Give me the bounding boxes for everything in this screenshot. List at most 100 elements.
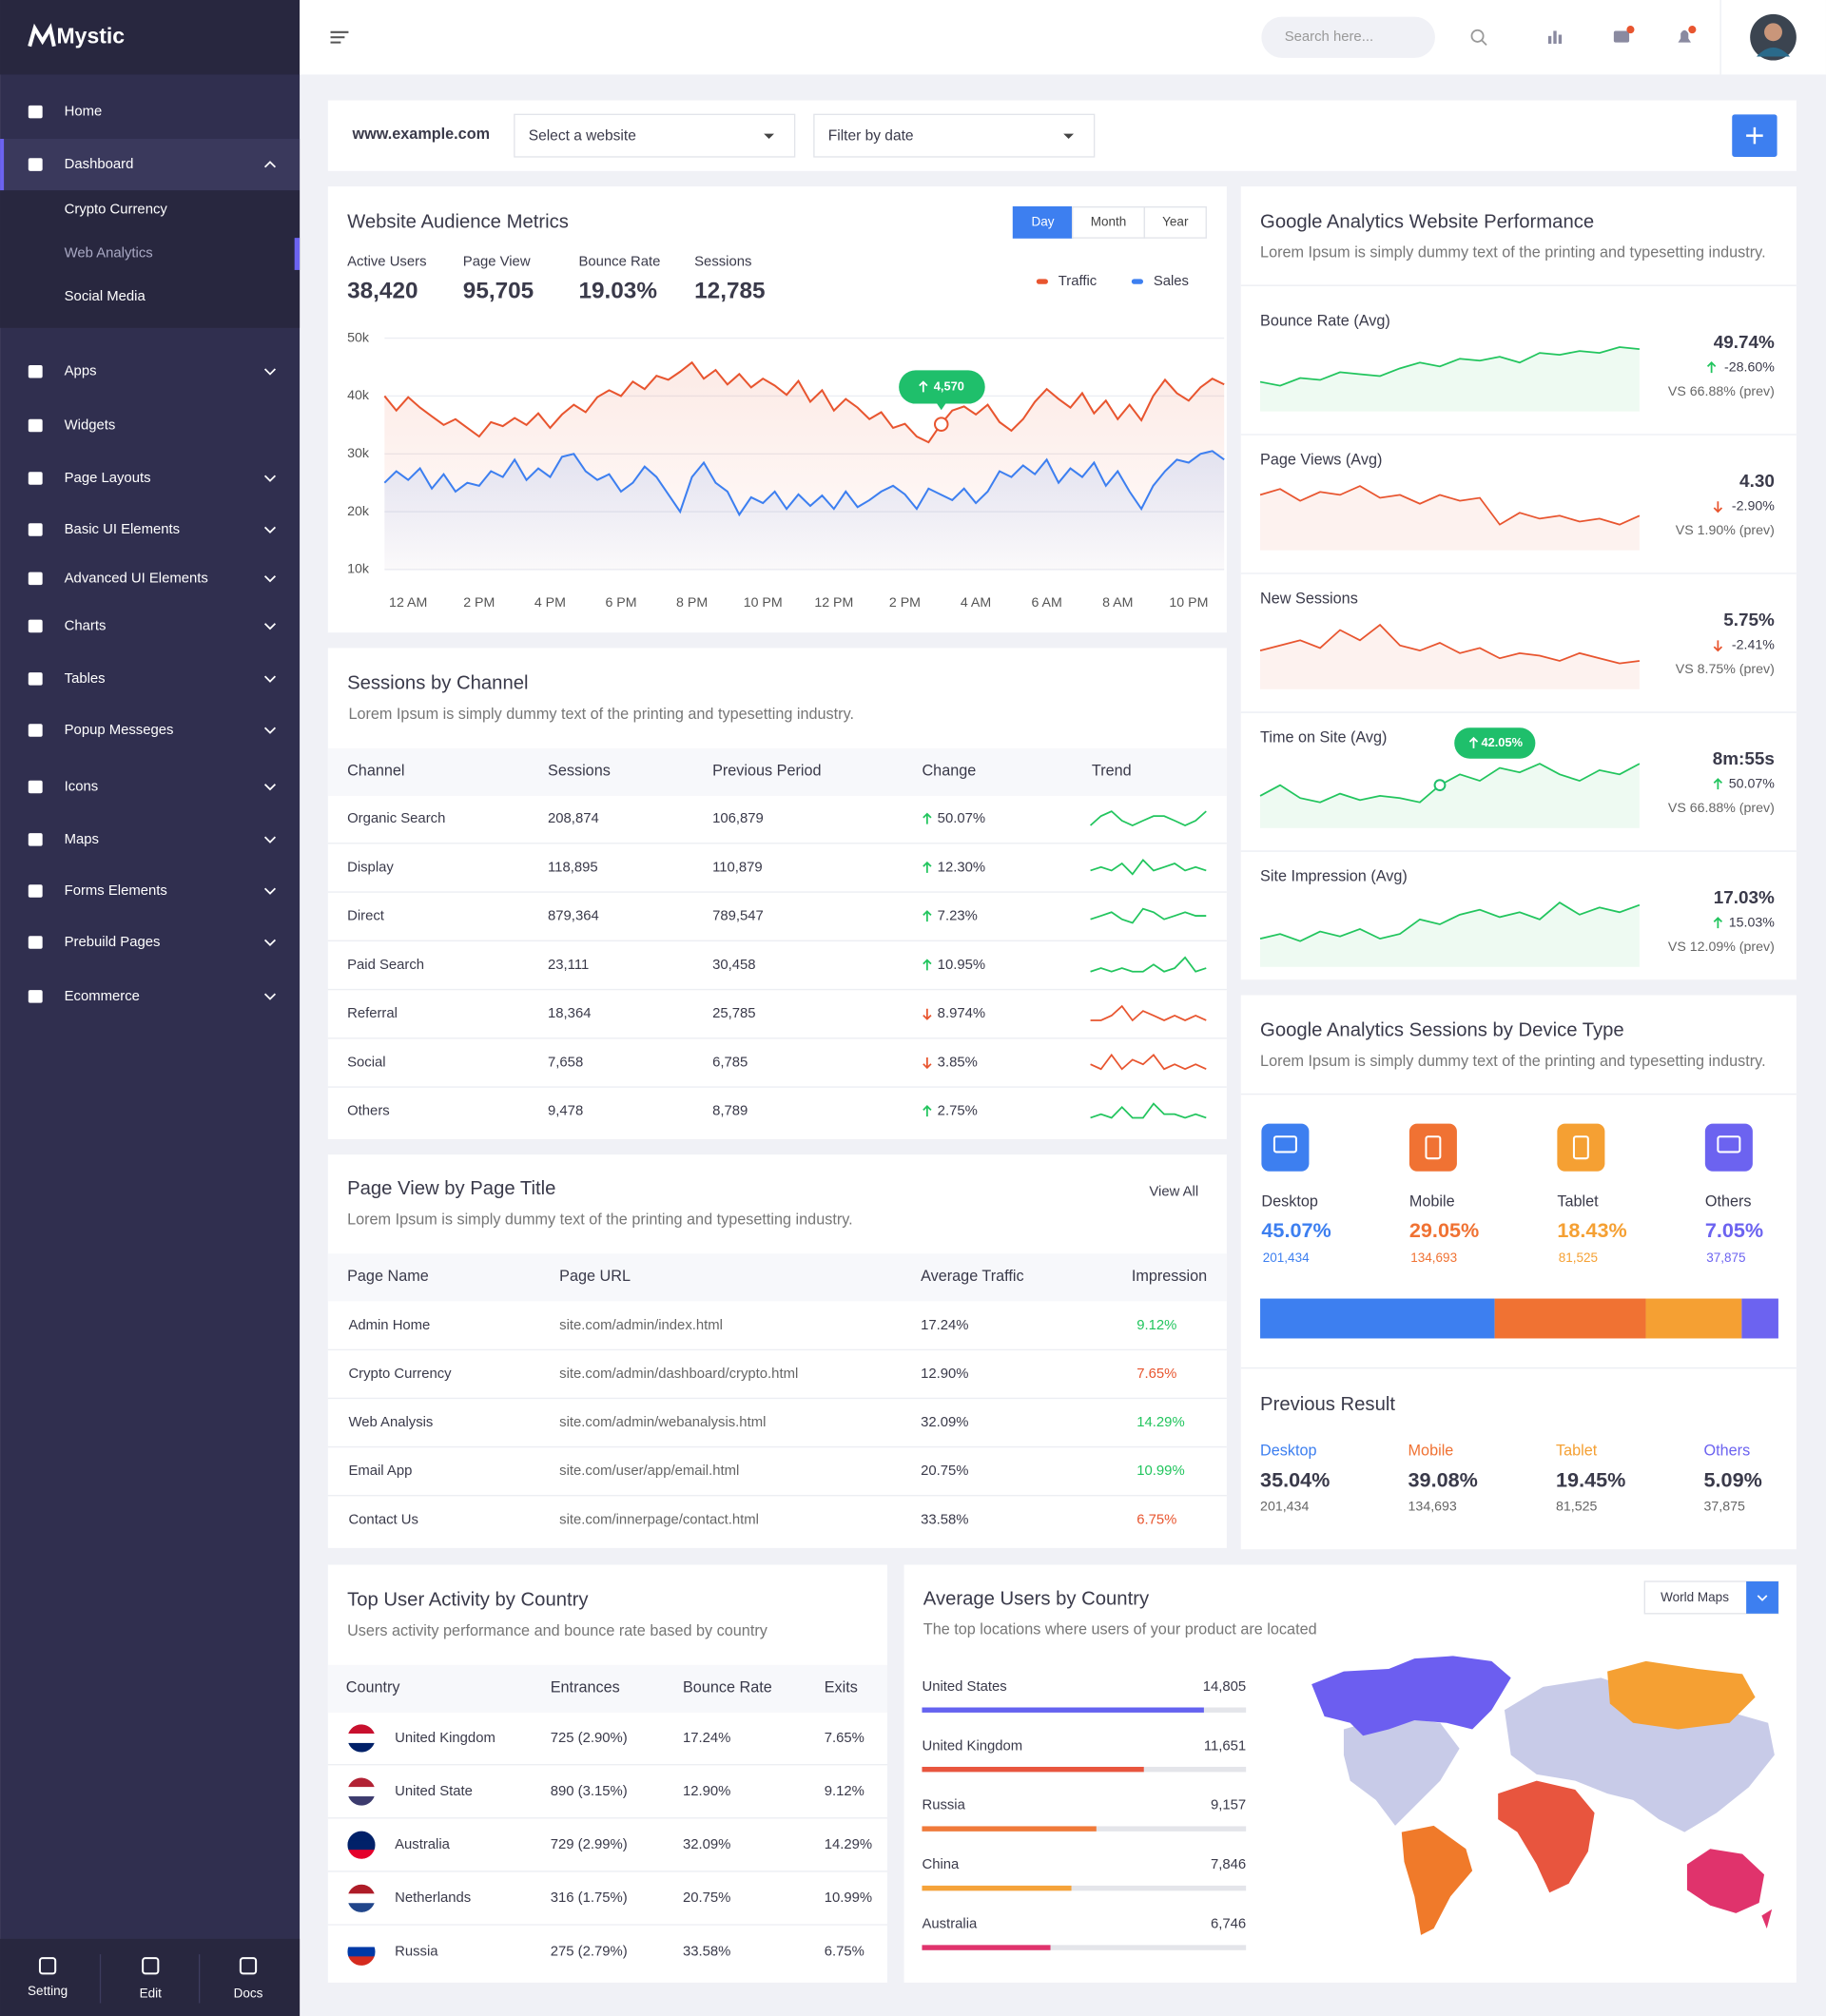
annotation-label: 42.05% bbox=[1481, 735, 1523, 749]
bar-segment bbox=[1260, 1298, 1495, 1339]
chevron bbox=[263, 526, 277, 533]
table-cell: 8.974% bbox=[938, 1006, 985, 1021]
submenu-item[interactable]: Web Analytics bbox=[65, 245, 153, 261]
range-label[interactable]: Day bbox=[1032, 214, 1055, 228]
table-cell: 789,547 bbox=[712, 909, 764, 924]
card-title: Top User Activity by Country bbox=[347, 1590, 589, 1611]
menu-item[interactable]: Basic UI Elements bbox=[65, 522, 180, 537]
avatar-face bbox=[1764, 23, 1782, 42]
menu-item[interactable]: Tables bbox=[65, 671, 106, 687]
menu-icon bbox=[28, 572, 43, 586]
result-name: Tablet bbox=[1556, 1443, 1598, 1460]
table-cell: 10.95% bbox=[938, 958, 985, 973]
submenu-item[interactable]: Social Media bbox=[65, 289, 146, 304]
table-cell: Paid Search bbox=[347, 958, 424, 973]
submenu-item[interactable]: Crypto Currency bbox=[65, 202, 168, 217]
chevron bbox=[1757, 1595, 1768, 1601]
country-value: 6,746 bbox=[1211, 1917, 1246, 1932]
search-box[interactable] bbox=[1261, 16, 1435, 58]
flag-stripe bbox=[347, 1777, 376, 1788]
column-header: Page URL bbox=[559, 1268, 631, 1285]
range-label[interactable]: Month bbox=[1091, 214, 1127, 228]
select[interactable] bbox=[813, 113, 1096, 158]
chevron bbox=[263, 368, 277, 376]
menu-item[interactable]: Maps bbox=[65, 832, 99, 847]
line bbox=[383, 450, 1225, 517]
range-label[interactable]: Year bbox=[1162, 214, 1189, 228]
menu-item[interactable]: Apps bbox=[65, 364, 97, 379]
range-button[interactable] bbox=[1012, 206, 1074, 239]
table-cell: Direct bbox=[347, 909, 385, 924]
sidebar bbox=[0, 0, 301, 2016]
device-percent: 7.05% bbox=[1705, 1218, 1763, 1242]
card-subtitle: Lorem Ipsum is simply dummy text of the … bbox=[1260, 244, 1766, 262]
table-cell: Organic Search bbox=[347, 811, 445, 826]
table-cell: 316 (1.75%) bbox=[551, 1890, 628, 1906]
menu-item[interactable]: Forms Elements bbox=[65, 883, 167, 899]
stats-icon[interactable] bbox=[1547, 30, 1563, 44]
metric-prev: VS 1.90% (prev) bbox=[1676, 523, 1775, 538]
mail-icon[interactable] bbox=[1613, 30, 1630, 43]
table-cell: 3.85% bbox=[938, 1055, 978, 1070]
x-tick-label: 6 PM bbox=[605, 595, 636, 611]
range-button[interactable] bbox=[1143, 206, 1207, 239]
caret bbox=[1063, 133, 1075, 140]
menu-icon bbox=[28, 936, 43, 949]
column-header: Bounce Rate bbox=[683, 1679, 772, 1696]
table-cell: Crypto Currency bbox=[348, 1367, 452, 1382]
sparkline bbox=[1090, 1053, 1207, 1071]
menu-icon bbox=[28, 619, 43, 633]
legend-swatch bbox=[1131, 279, 1144, 284]
metric-label: Bounce Rate (Avg) bbox=[1260, 312, 1390, 329]
footer-item[interactable]: Edit bbox=[140, 1987, 163, 2001]
table-cell: 23,111 bbox=[548, 958, 589, 973]
table-cell: 7.65% bbox=[825, 1731, 864, 1746]
flag-border bbox=[346, 1723, 377, 1754]
bar bbox=[922, 1885, 1072, 1891]
metric-change: -28.60% bbox=[1724, 359, 1775, 375]
flag-stripe bbox=[347, 1850, 376, 1860]
flag-stripe bbox=[347, 1787, 376, 1797]
menu-item[interactable]: Page Layouts bbox=[65, 471, 151, 486]
menu-icon bbox=[28, 158, 43, 171]
select-label: Filter by date bbox=[828, 127, 914, 144]
flag-stripe bbox=[347, 1884, 376, 1894]
site-name: www.example.com bbox=[352, 126, 491, 143]
sparkline bbox=[1090, 859, 1207, 876]
footer-item[interactable]: Docs bbox=[234, 1987, 263, 2001]
arrow-up bbox=[923, 812, 932, 824]
menu-item[interactable]: Prebuild Pages bbox=[65, 935, 161, 950]
arrow-down bbox=[923, 1008, 932, 1020]
submenu-area bbox=[0, 190, 301, 328]
arrow-up bbox=[923, 959, 932, 971]
bell-icon[interactable] bbox=[1678, 29, 1691, 43]
result-name: Mobile bbox=[1408, 1443, 1454, 1460]
flag-border bbox=[346, 1884, 377, 1913]
table-header bbox=[327, 747, 1227, 796]
menu-item[interactable]: Dashboard bbox=[65, 157, 134, 172]
metric-label: Page View bbox=[463, 255, 531, 270]
menu-item[interactable]: Icons bbox=[65, 779, 99, 794]
range-button[interactable] bbox=[1071, 206, 1146, 239]
table-cell: 275 (2.79%) bbox=[551, 1944, 628, 1959]
menu-item[interactable]: Popup Messeges bbox=[65, 723, 174, 738]
menu-item[interactable]: Ecommerce bbox=[65, 989, 140, 1004]
arrow-up bbox=[923, 910, 932, 922]
y-tick-label: 10k bbox=[347, 562, 370, 577]
view-all[interactable]: View All bbox=[1149, 1184, 1198, 1199]
menu-item[interactable]: Widgets bbox=[65, 417, 116, 433]
table-cell: 10.99% bbox=[825, 1890, 872, 1906]
menu-item[interactable]: Charts bbox=[65, 618, 107, 633]
select[interactable] bbox=[514, 113, 796, 158]
menu-toggle[interactable] bbox=[330, 30, 349, 44]
menu-item[interactable]: Advanced UI Elements bbox=[65, 571, 208, 586]
footer-item[interactable]: Setting bbox=[28, 1984, 68, 1998]
map-select-button[interactable] bbox=[1746, 1581, 1778, 1614]
table-cell: 20.75% bbox=[683, 1890, 730, 1906]
annotation-label: 4,570 bbox=[934, 378, 964, 393]
menu-item[interactable]: Home bbox=[65, 105, 103, 120]
device-glyph bbox=[1572, 1135, 1589, 1160]
legend-swatch bbox=[1036, 279, 1048, 284]
card bbox=[1240, 186, 1797, 980]
table-cell: 7,658 bbox=[548, 1055, 583, 1070]
